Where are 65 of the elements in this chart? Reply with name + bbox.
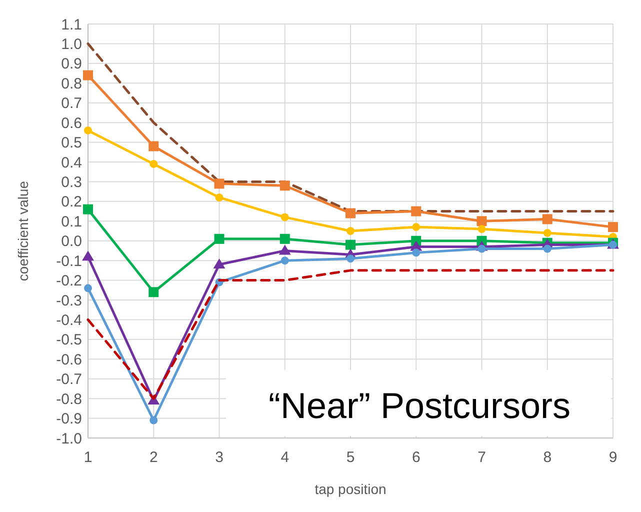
point: [346, 240, 356, 250]
point: [83, 70, 93, 80]
y-tick-label: 0.2: [61, 194, 82, 211]
point: [542, 214, 552, 224]
x-tick-label: 2: [149, 449, 158, 466]
y-tick-label: -0.4: [56, 312, 82, 329]
y-tick-label: -0.1: [56, 252, 82, 270]
point: [280, 234, 290, 244]
point: [543, 244, 552, 253]
point: [83, 204, 93, 214]
y-tick-label: -0.2: [56, 272, 82, 290]
point: [82, 250, 94, 261]
x-tick-label: 3: [215, 449, 224, 466]
point: [476, 216, 487, 226]
y-tick-label: -0.3: [56, 292, 82, 310]
y-tick-label: 0.8: [61, 75, 82, 92]
point: [280, 180, 290, 191]
y-tick-label: -0.7: [56, 371, 82, 388]
point: [543, 228, 552, 237]
x-axis-title: tap position: [314, 481, 386, 497]
point: [280, 256, 289, 265]
y-axis-title: coefficient value: [15, 180, 31, 282]
y-tick-label: 0.1: [61, 213, 82, 230]
x-tick-label: 4: [280, 449, 290, 466]
y-tick-label: -0.9: [56, 410, 82, 428]
point: [478, 225, 486, 234]
y-tick-label: 0.3: [61, 174, 82, 191]
point: [411, 206, 422, 216]
y-tick-label: 0.7: [61, 95, 82, 112]
y-tick-label: 1.1: [61, 16, 82, 34]
point: [346, 254, 354, 263]
point: [150, 416, 158, 424]
x-tick-label: 8: [543, 449, 552, 466]
point: [84, 126, 92, 134]
x-tick-label: 5: [346, 449, 355, 466]
x-tick-label: 6: [412, 449, 420, 466]
point: [214, 178, 224, 189]
point: [214, 234, 224, 244]
x-tick-label: 1: [84, 449, 92, 466]
annotation: “Near” Postcursors: [268, 385, 571, 426]
y-tick-label: 0.4: [61, 154, 82, 172]
point: [150, 160, 158, 168]
x-tick-label: 9: [608, 449, 618, 466]
y-tick-label: -0.6: [56, 351, 82, 368]
point: [346, 208, 356, 218]
point: [412, 223, 420, 232]
y-tick-label: -1.0: [56, 430, 82, 448]
point: [215, 193, 224, 202]
y-tick-label: 0.6: [61, 114, 82, 132]
y-tick-label: 0.9: [61, 56, 82, 73]
point: [412, 248, 420, 257]
point: [608, 222, 618, 232]
point: [280, 213, 289, 222]
point: [278, 244, 291, 255]
point: [148, 287, 159, 298]
point: [346, 227, 354, 235]
y-tick-label: -0.8: [56, 390, 82, 408]
point: [213, 258, 226, 269]
point: [148, 141, 159, 152]
point: [84, 284, 92, 292]
y-tick-label: 1.0: [61, 36, 82, 53]
y-tick-label: 0.0: [61, 233, 82, 250]
x-tick-label: 7: [478, 449, 486, 466]
y-tick-label: 0.5: [61, 134, 82, 152]
y-tick-label: -0.5: [56, 332, 82, 349]
